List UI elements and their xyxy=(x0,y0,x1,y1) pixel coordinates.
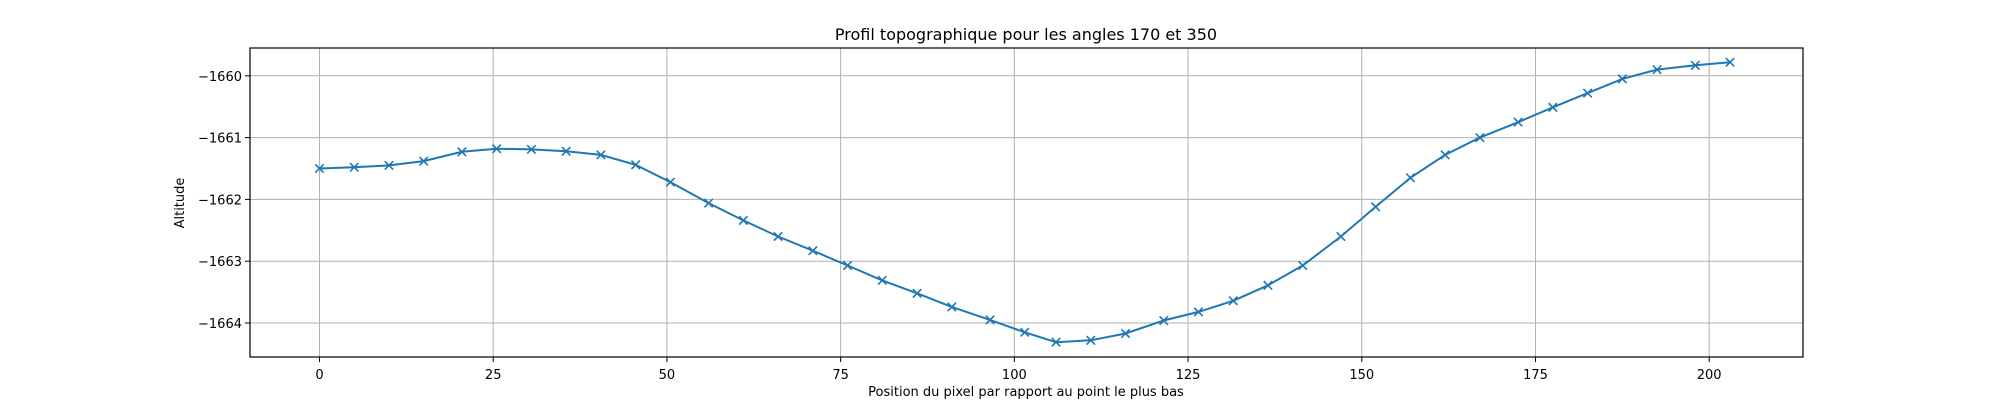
x-tick-label: 100 xyxy=(1002,368,1027,383)
y-axis-ticks: −1664 −1663 −1662 −1661 −1660 xyxy=(198,70,250,332)
data-point-marker xyxy=(457,147,467,157)
data-point-marker xyxy=(985,315,995,325)
data-point-marker xyxy=(703,198,714,208)
data-point-marker xyxy=(1475,132,1485,143)
x-tick-label: 75 xyxy=(832,368,849,383)
data-point-marker xyxy=(1158,315,1169,326)
x-axis-label: Position du pixel par rapport au point l… xyxy=(868,385,1184,400)
series-line xyxy=(319,61,1731,344)
data-point-marker xyxy=(1617,74,1628,84)
x-tick-label: 150 xyxy=(1349,368,1374,383)
data-point-marker xyxy=(526,144,537,155)
data-point-marker xyxy=(1725,57,1735,67)
chart-title: Profil topographique pour les angles 170… xyxy=(835,25,1217,44)
data-point-marker xyxy=(1405,173,1416,183)
data-point-marker xyxy=(1193,307,1204,317)
data-point-marker xyxy=(1548,102,1558,113)
data-point-marker xyxy=(418,156,429,166)
x-tick-label: 50 xyxy=(659,368,676,383)
data-point-marker xyxy=(1440,150,1450,160)
y-tick-label: −1660 xyxy=(198,70,242,85)
data-point-marker xyxy=(1051,337,1061,347)
y-axis-label: Altitude xyxy=(173,178,188,229)
data-point-marker xyxy=(808,245,818,256)
data-point-marker xyxy=(1652,64,1662,75)
data-point-marker xyxy=(596,150,606,160)
data-point-marker xyxy=(1086,335,1096,346)
data-point-marker xyxy=(384,160,394,171)
data-point-marker xyxy=(561,146,571,156)
data-point-marker xyxy=(1582,88,1593,98)
data-point-marker xyxy=(1228,295,1238,306)
data-point-marker xyxy=(491,143,502,154)
x-tick-label: 175 xyxy=(1523,368,1548,383)
x-axis-ticks: 0 25 50 75 100 125 150 175 200 xyxy=(315,357,1722,383)
data-point-marker xyxy=(1297,260,1308,271)
data-point-marker xyxy=(314,163,325,174)
plot-frame xyxy=(249,47,1804,358)
x-tick-label: 0 xyxy=(315,368,323,383)
data-point-marker xyxy=(630,160,641,170)
data-point-marker xyxy=(1690,60,1701,71)
series-layer xyxy=(314,57,1735,347)
y-tick-label: −1664 xyxy=(198,317,242,332)
data-point-marker xyxy=(877,275,888,286)
data-point-marker xyxy=(665,177,676,187)
x-tick-label: 125 xyxy=(1176,368,1201,383)
data-point-marker xyxy=(1336,231,1346,242)
data-point-marker xyxy=(947,302,957,312)
data-point-marker xyxy=(1513,117,1523,127)
data-point-marker xyxy=(1263,280,1273,291)
y-tick-label: −1661 xyxy=(198,132,242,147)
data-point-marker xyxy=(738,215,749,226)
data-point-marker xyxy=(842,260,853,271)
x-tick-label: 200 xyxy=(1697,368,1722,383)
x-tick-label: 25 xyxy=(485,368,502,383)
grid xyxy=(250,48,1803,357)
data-point-marker xyxy=(773,231,783,242)
data-point-marker xyxy=(1120,328,1131,339)
y-tick-label: −1662 xyxy=(198,193,242,208)
data-point-marker xyxy=(912,288,922,299)
y-tick-label: −1663 xyxy=(198,255,242,270)
data-point-marker xyxy=(349,162,359,173)
data-point-marker xyxy=(1370,202,1381,212)
data-point-marker xyxy=(1019,327,1030,338)
